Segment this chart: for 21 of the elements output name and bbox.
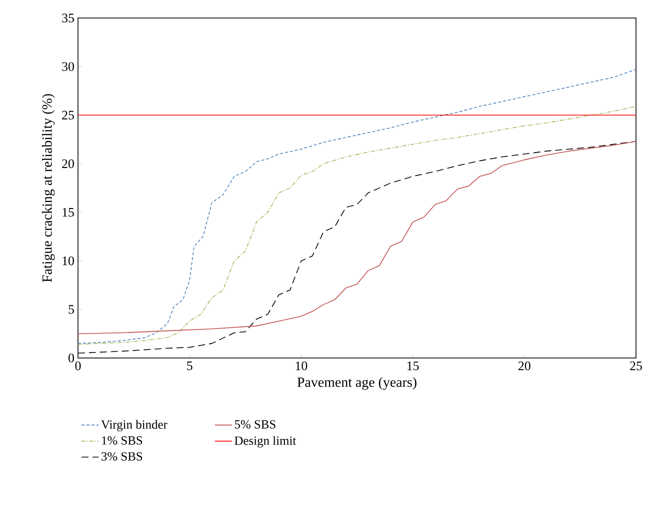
legend-label: Virgin binder bbox=[101, 420, 168, 432]
y-tick-label: 20 bbox=[62, 159, 74, 168]
x-tick-label: 20 bbox=[518, 362, 530, 370]
x-tick-label: 10 bbox=[296, 362, 308, 370]
x-tick-label: 5 bbox=[187, 362, 192, 370]
legend-label: 5% SBS bbox=[234, 420, 276, 429]
x-tick-label: 25 bbox=[630, 362, 642, 370]
y-tick-label: 25 bbox=[62, 110, 74, 120]
y-tick-label: 5 bbox=[68, 305, 74, 314]
x-tick-label: 0 bbox=[75, 362, 81, 370]
x-tick-label: 15 bbox=[407, 362, 419, 370]
y-axis-title: Fatigue cracking at reliability (%) bbox=[42, 94, 55, 282]
legend-label: 3% SBS bbox=[102, 452, 142, 461]
legend-label: Design limit bbox=[234, 436, 296, 448]
y-tick-label: 15 bbox=[62, 208, 74, 217]
x-axis-title: Pavement age (years) bbox=[297, 377, 416, 390]
y-tick-label: 0 bbox=[68, 354, 74, 362]
y-tick-label: 10 bbox=[62, 256, 74, 266]
y-tick-label: 35 bbox=[62, 14, 74, 22]
y-tick-label: 30 bbox=[62, 62, 74, 71]
legend-label: 1% SBS bbox=[102, 436, 142, 445]
